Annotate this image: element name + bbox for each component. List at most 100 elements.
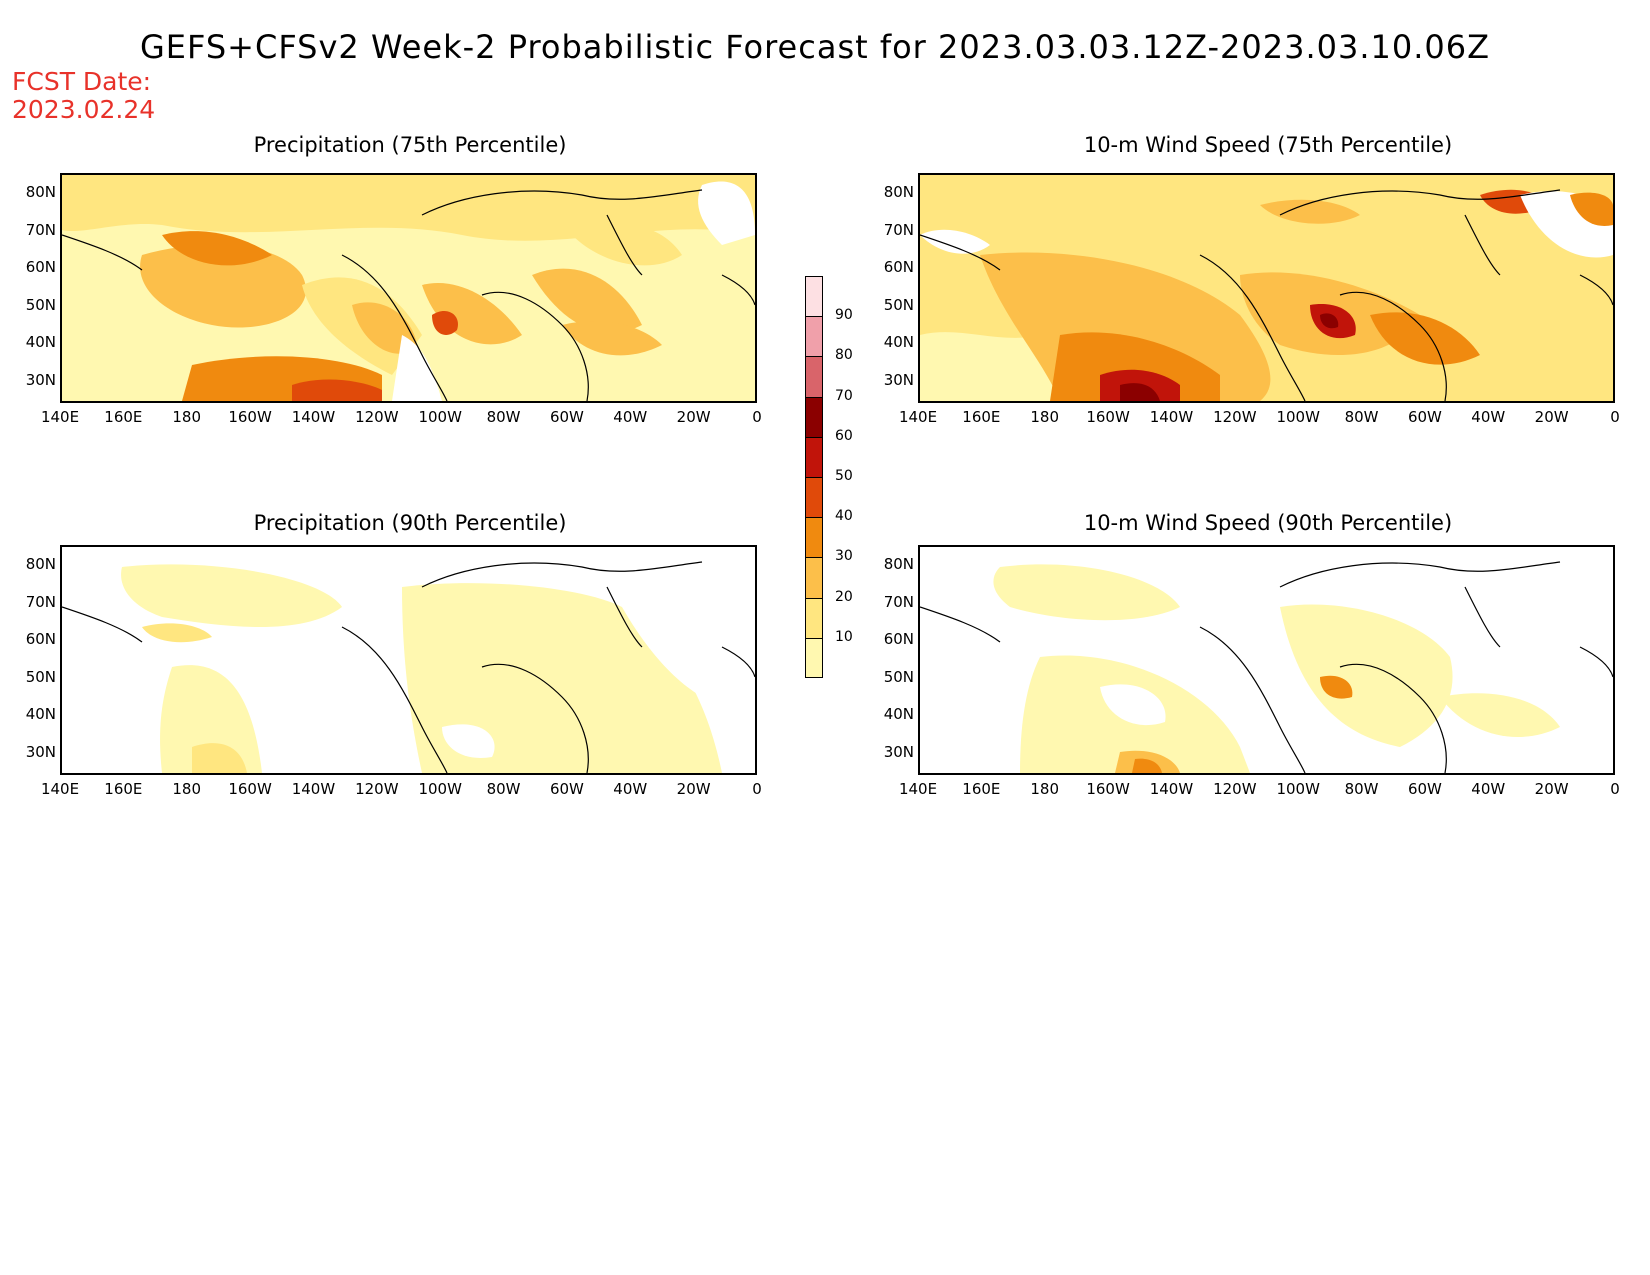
forecast-date-label: FCST Date: <box>12 67 152 96</box>
lon-label: 160E <box>962 408 1001 426</box>
lat-label: 60N <box>25 630 56 648</box>
lon-label: 40W <box>613 780 648 798</box>
lon-label: 180 <box>172 408 202 426</box>
map-wind-75 <box>918 173 1615 403</box>
lon-label: 0 <box>1610 408 1620 426</box>
colorbar-label: 60 <box>835 427 853 444</box>
panel-title-wind-75: 10-m Wind Speed (75th Percentile) <box>1083 133 1453 157</box>
panel-title-wind-90: 10-m Wind Speed (90th Percentile) <box>1083 511 1453 535</box>
map-precip-90-field <box>62 547 755 773</box>
lat-label: 60N <box>883 630 914 648</box>
colorbar-swatch <box>805 276 823 317</box>
lon-label: 140W <box>1149 408 1194 426</box>
lat-label: 40N <box>883 333 914 351</box>
lat-label: 60N <box>883 258 914 276</box>
lon-label: 60W <box>549 780 584 798</box>
forecast-date-block: FCST Date: 2023.02.24 <box>12 68 155 124</box>
colorbar-swatch <box>805 396 823 437</box>
colorbar-swatch <box>805 436 823 477</box>
colorbar-swatch <box>805 316 823 357</box>
lon-label: 180 <box>172 780 202 798</box>
lon-label: 160W <box>1086 780 1130 798</box>
map-precip-90 <box>60 545 757 775</box>
map-precip-75 <box>60 173 757 403</box>
colorbar-label: 20 <box>835 588 853 605</box>
lat-label: 40N <box>883 705 914 723</box>
lat-label: 50N <box>25 295 56 314</box>
lon-label: 160W <box>228 408 272 426</box>
lat-label: 30N <box>883 742 914 761</box>
lon-label: 80W <box>1344 780 1379 798</box>
lat-label: 60N <box>25 258 56 276</box>
lat-label: 70N <box>883 220 914 239</box>
lon-label: 180 <box>1030 780 1060 798</box>
map-wind-90-field <box>920 547 1613 773</box>
lon-label: 100W <box>418 408 462 426</box>
lat-label: 50N <box>883 295 914 314</box>
lon-label: 20W <box>1534 780 1569 798</box>
colorbar-label: 50 <box>835 468 853 484</box>
lat-label: 80N <box>25 555 56 573</box>
lon-label: 140E <box>40 780 80 798</box>
colorbar-swatch <box>805 477 823 518</box>
colorbar-label: 90 <box>835 307 853 324</box>
colorbar-swatch <box>805 557 823 598</box>
lon-label: 60W <box>1407 780 1442 798</box>
lon-label: 60W <box>1407 408 1442 426</box>
lat-label: 70N <box>883 592 914 611</box>
lat-label: 30N <box>25 742 56 761</box>
lon-label: 140E <box>898 780 938 798</box>
lon-label: 140W <box>291 780 336 798</box>
lat-label: 50N <box>25 667 56 686</box>
lon-label: 180 <box>1030 408 1060 426</box>
colorbar-swatch <box>805 597 823 638</box>
panel-title-precip-90: Precipitation (90th Percentile) <box>253 511 567 535</box>
lon-label: 40W <box>1471 408 1506 426</box>
lon-label: 160E <box>962 780 1001 798</box>
lon-label: 20W <box>676 780 711 798</box>
lon-label: 120W <box>355 408 399 426</box>
lon-label: 160E <box>104 408 143 426</box>
colorbar-label: 70 <box>835 387 853 404</box>
lon-label: 80W <box>1344 408 1379 426</box>
map-wind-90 <box>918 545 1615 775</box>
colorbar-label: 40 <box>835 508 853 525</box>
lat-label: 70N <box>25 592 56 611</box>
lon-label: 20W <box>676 408 711 426</box>
lon-label: 100W <box>418 780 462 798</box>
forecast-date-value: 2023.02.24 <box>12 95 156 124</box>
lat-label: 30N <box>25 370 56 389</box>
colorbar-swatch <box>805 517 823 558</box>
lon-label: 20W <box>1534 408 1569 426</box>
lon-label: 160W <box>1086 408 1130 426</box>
lon-label: 0 <box>1610 780 1620 798</box>
lat-label: 80N <box>25 183 56 201</box>
map-wind-75-field <box>920 175 1613 401</box>
lon-label: 140W <box>1149 780 1194 798</box>
lon-label: 100W <box>1276 408 1320 426</box>
lon-label: 0 <box>752 780 762 798</box>
lon-label: 40W <box>613 408 648 426</box>
lon-label: 100W <box>1276 780 1320 798</box>
lat-label: 30N <box>883 370 914 389</box>
panel-title-precip-75: Precipitation (75th Percentile) <box>253 133 567 157</box>
figure-title: GEFS+CFSv2 Week-2 Probabilistic Forecast… <box>140 28 1491 66</box>
lon-label: 160W <box>228 780 272 798</box>
lat-label: 40N <box>25 705 56 723</box>
lon-label: 40W <box>1471 780 1506 798</box>
colorbar-label: 30 <box>835 548 853 565</box>
lon-label: 80W <box>486 780 521 798</box>
lon-label: 80W <box>486 408 521 426</box>
lon-label: 160E <box>104 780 143 798</box>
lat-label: 50N <box>883 667 914 686</box>
lat-label: 40N <box>25 333 56 351</box>
lon-label: 120W <box>355 780 399 798</box>
lon-label: 120W <box>1213 780 1257 798</box>
lat-label: 70N <box>25 220 56 239</box>
lon-label: 140E <box>898 408 938 426</box>
lon-label: 120W <box>1213 408 1257 426</box>
colorbar-label: 80 <box>835 347 853 364</box>
lon-label: 0 <box>752 408 762 426</box>
lon-label: 60W <box>549 408 584 426</box>
lon-label: 140W <box>291 408 336 426</box>
